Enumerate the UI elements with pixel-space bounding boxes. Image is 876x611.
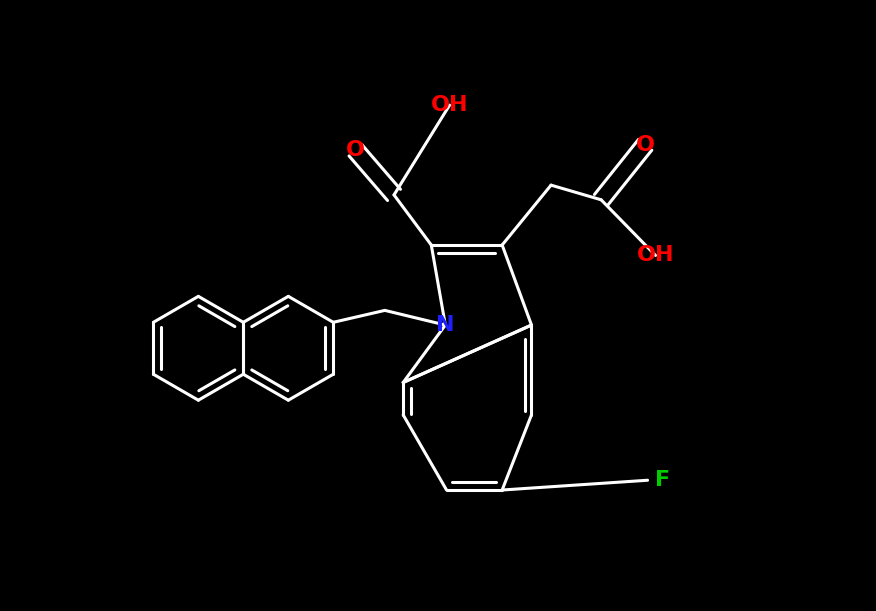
Text: O: O xyxy=(636,135,654,155)
Text: N: N xyxy=(436,315,455,335)
Text: F: F xyxy=(655,470,670,490)
Text: OH: OH xyxy=(637,246,675,265)
Text: OH: OH xyxy=(431,95,469,115)
Text: O: O xyxy=(346,141,365,160)
